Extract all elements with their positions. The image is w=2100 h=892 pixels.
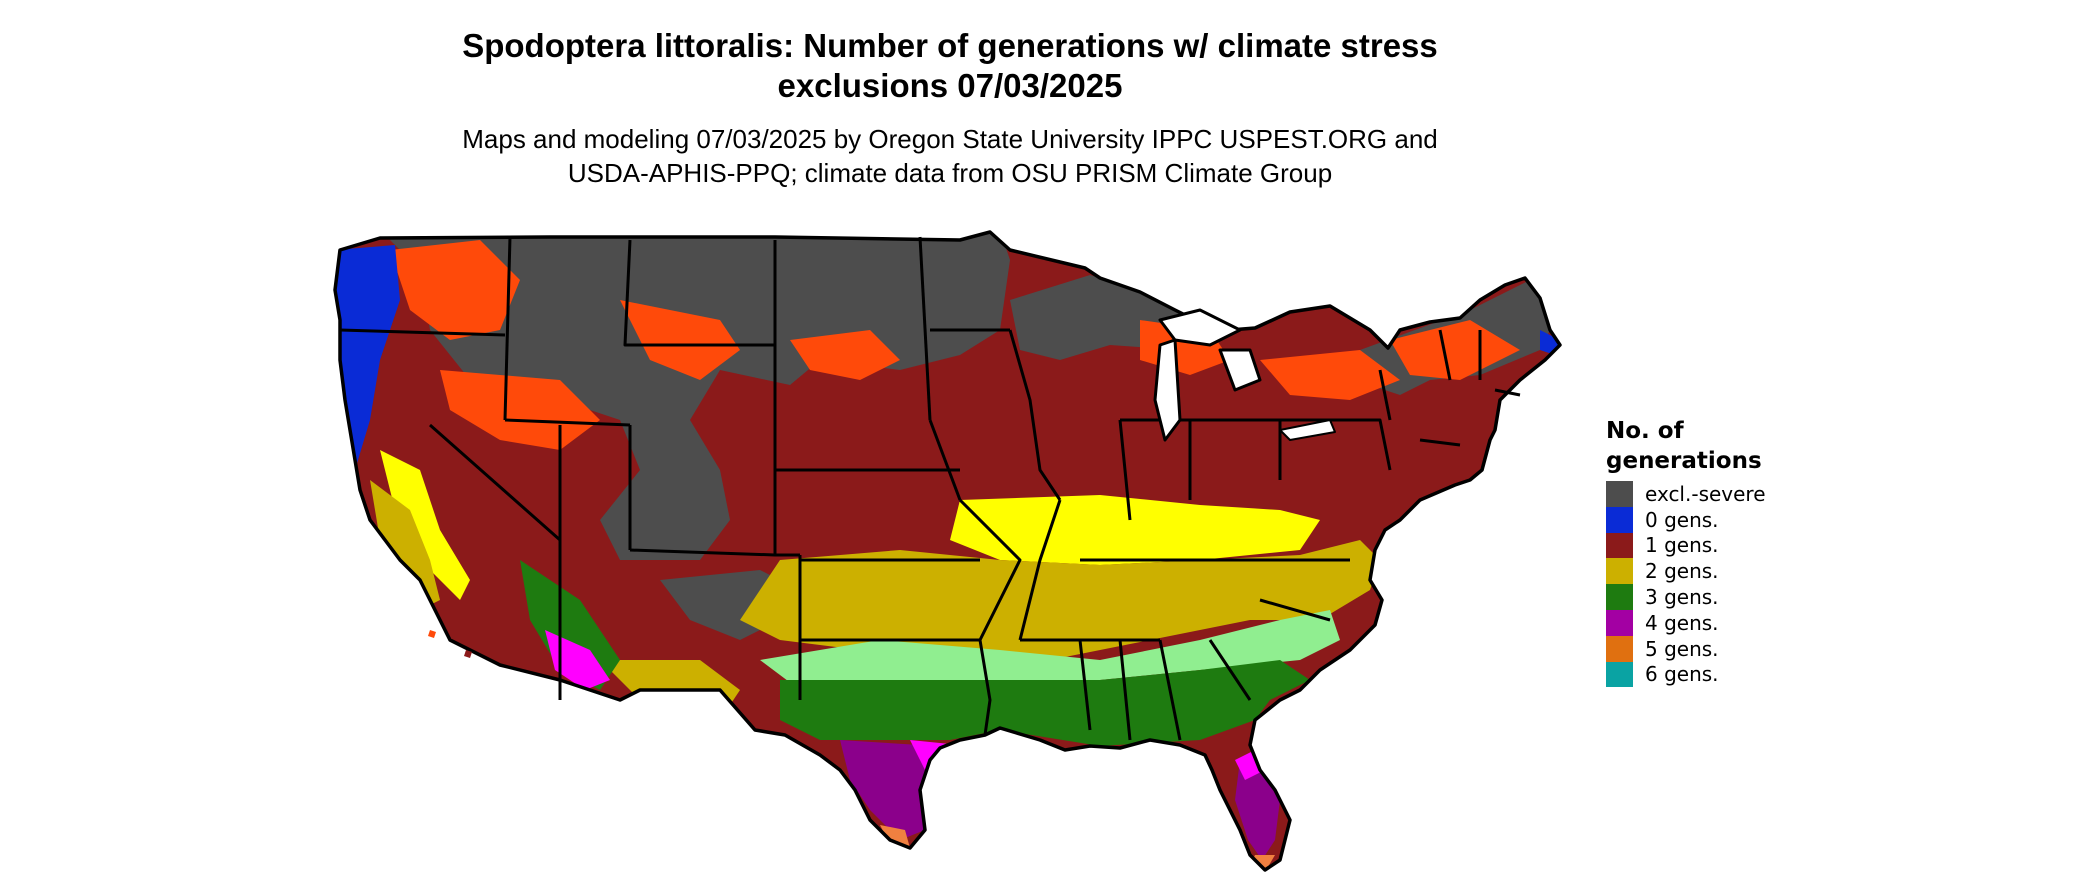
state-border-line (429, 423, 561, 542)
state-border-line (1208, 639, 1252, 701)
state-border-line (339, 328, 506, 337)
legend-label: 1 gens. (1645, 533, 1719, 558)
legend-item: 6 gens. (1606, 661, 1796, 688)
legend-swatch (1606, 661, 1633, 688)
state-border-line (1118, 419, 1132, 521)
state-border-line (958, 498, 1022, 641)
region-1gen-light-ny (1260, 350, 1400, 400)
state-border-line (1280, 418, 1392, 471)
region-2-gen-south (740, 540, 1380, 660)
map-subtitle: Maps and modeling 07/03/2025 by Oregon S… (300, 122, 1600, 190)
state-border-line (1259, 598, 1331, 622)
lake-erie (1279, 419, 1336, 441)
state-border-line (978, 639, 992, 736)
state-border-line (1378, 369, 1392, 421)
legend-item: 2 gens. (1606, 558, 1796, 585)
region-4-gen-tx (840, 740, 940, 840)
region-0-gen-coast (335, 245, 400, 470)
state-border-line (928, 419, 962, 501)
legend-item: 1 gens. (1606, 532, 1796, 559)
legend-item: 4 gens. (1606, 609, 1796, 636)
legend-item: 0 gens. (1606, 506, 1796, 533)
island-ca (428, 630, 436, 638)
region-1gen-light-ne (1390, 320, 1520, 380)
legend-swatch (1606, 481, 1633, 507)
legend-label: excl.-severe (1645, 481, 1766, 506)
region-4-gen-fl (1235, 760, 1280, 860)
lake-huron (1218, 348, 1262, 392)
lake-superior (1158, 308, 1242, 347)
region-3gen-light-band (760, 610, 1340, 690)
legend-label: 6 gens. (1645, 662, 1719, 687)
legend-swatch (1606, 532, 1633, 559)
legend: No. of generations excl.-severe 0 gens. 1 … (1606, 416, 1796, 688)
state-border-line (1078, 639, 1092, 731)
region-2gen-light-band (950, 495, 1320, 565)
legend-swatch (1606, 584, 1633, 610)
map-title: Spodoptera littoralis: Number of generat… (300, 26, 1600, 106)
island-ca-2 (464, 650, 472, 658)
title-line-2: exclusions 07/03/2025 (777, 67, 1123, 104)
legend-label: 4 gens. (1645, 610, 1719, 635)
region-excluded-north (380, 232, 1010, 560)
legend-swatch (1606, 558, 1633, 585)
legend-swatch (1606, 609, 1633, 636)
legend-label: 0 gens. (1645, 507, 1719, 532)
subtitle-line-2: USDA-APHIS-PPQ; climate data from OSU PR… (567, 158, 1333, 188)
region-1gen-light-wa (390, 240, 520, 340)
state-borders (333, 230, 1562, 872)
generations-raster (335, 232, 1560, 870)
state-border-line (918, 236, 932, 421)
lake-michigan (1153, 338, 1182, 442)
state-border-line (629, 548, 800, 557)
state-border-line (1008, 329, 1062, 501)
region-2-gen-ca-valley (370, 480, 440, 610)
legend-item: 3 gens. (1606, 584, 1796, 610)
state-border-line (1438, 329, 1452, 381)
us-outline (333, 230, 1562, 872)
legend-label: 2 gens. (1645, 559, 1719, 584)
state-border-line (1118, 639, 1132, 741)
legend-item: 5 gens. (1606, 635, 1796, 662)
legend-item: excl.-severe (1606, 481, 1796, 507)
legend-title: No. of generations (1606, 418, 1762, 474)
state-border-line (503, 236, 512, 421)
region-5-gen-tx-tip (880, 825, 910, 848)
legend-label: 5 gens. (1645, 636, 1719, 661)
region-2gen-light-ca (380, 450, 470, 600)
state-border-line (1494, 388, 1521, 397)
subtitle-line-1: Maps and modeling 07/03/2025 by Oregon S… (462, 124, 1438, 154)
title-line-1: Spodoptera littoralis: Number of generat… (462, 27, 1438, 64)
legend-items: excl.-severe 0 gens. 1 gens. 2 gens. 3 gens.… (1606, 481, 1796, 688)
legend-label: 3 gens. (1645, 585, 1719, 610)
state-border-line (1419, 438, 1461, 447)
region-1gen-light-mt (620, 300, 740, 380)
region-1gen-light-wy (790, 330, 900, 380)
legend-swatch (1606, 506, 1633, 533)
legend-swatch (1606, 635, 1633, 662)
state-border-line (1158, 639, 1182, 741)
state-border-line (623, 239, 775, 347)
islands-and-lakes (428, 308, 1336, 658)
state-border-line (504, 418, 631, 427)
state-border-line (1018, 499, 1062, 641)
